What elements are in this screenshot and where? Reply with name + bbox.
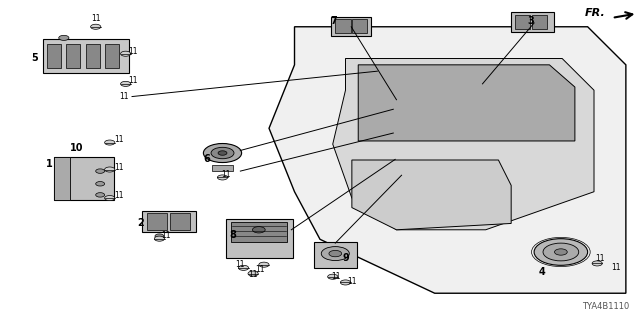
FancyBboxPatch shape [532, 15, 547, 29]
Circle shape [120, 81, 131, 86]
FancyBboxPatch shape [314, 243, 357, 268]
FancyBboxPatch shape [147, 213, 167, 230]
Circle shape [104, 196, 115, 201]
Circle shape [239, 265, 248, 270]
Text: 2: 2 [137, 219, 143, 228]
Circle shape [534, 239, 588, 265]
Circle shape [104, 140, 115, 145]
Circle shape [218, 175, 228, 180]
Text: 11: 11 [129, 76, 138, 85]
FancyBboxPatch shape [170, 213, 190, 230]
Text: 11: 11 [91, 14, 100, 23]
Circle shape [211, 147, 234, 159]
Circle shape [96, 181, 104, 186]
FancyBboxPatch shape [332, 17, 371, 36]
Circle shape [592, 261, 602, 266]
FancyBboxPatch shape [54, 157, 70, 200]
Text: 11: 11 [612, 263, 621, 272]
Circle shape [554, 249, 567, 255]
Circle shape [91, 24, 100, 29]
Polygon shape [333, 59, 594, 230]
FancyBboxPatch shape [43, 39, 129, 73]
FancyBboxPatch shape [515, 15, 531, 29]
Circle shape [154, 236, 164, 241]
FancyBboxPatch shape [212, 165, 233, 171]
FancyBboxPatch shape [352, 19, 367, 33]
Text: 1: 1 [46, 159, 52, 169]
Text: 11: 11 [255, 265, 264, 274]
Text: 11: 11 [347, 277, 356, 286]
Circle shape [96, 193, 104, 197]
FancyBboxPatch shape [67, 44, 81, 68]
Circle shape [218, 151, 227, 155]
Text: 4: 4 [538, 267, 545, 277]
Circle shape [155, 234, 164, 238]
Circle shape [328, 274, 338, 279]
Text: 8: 8 [229, 230, 236, 241]
Text: 11: 11 [115, 164, 124, 172]
Circle shape [543, 243, 579, 261]
FancyBboxPatch shape [54, 157, 114, 200]
Text: 11: 11 [331, 272, 340, 281]
FancyBboxPatch shape [104, 44, 118, 68]
Text: 9: 9 [342, 253, 349, 263]
Circle shape [96, 169, 104, 173]
Text: 3: 3 [527, 16, 534, 26]
Circle shape [248, 271, 258, 276]
Text: 11: 11 [596, 254, 605, 263]
Text: FR.: FR. [585, 8, 605, 19]
Circle shape [321, 247, 349, 260]
Polygon shape [352, 160, 511, 230]
Text: 11: 11 [120, 92, 129, 101]
Text: 11: 11 [221, 170, 230, 179]
FancyBboxPatch shape [86, 44, 100, 68]
Circle shape [104, 167, 115, 172]
Circle shape [120, 51, 131, 56]
Polygon shape [358, 65, 575, 141]
Text: 11: 11 [129, 47, 138, 56]
Circle shape [204, 143, 242, 163]
Circle shape [252, 227, 265, 233]
Text: 11: 11 [115, 191, 124, 200]
Text: 6: 6 [203, 154, 210, 164]
FancyBboxPatch shape [226, 219, 292, 258]
Circle shape [59, 35, 69, 40]
Circle shape [340, 280, 351, 285]
Text: TYA4B1110: TYA4B1110 [582, 302, 629, 311]
Circle shape [329, 251, 342, 257]
Text: 11: 11 [236, 260, 245, 269]
Text: 5: 5 [31, 53, 38, 63]
Text: 11: 11 [161, 231, 170, 240]
FancyBboxPatch shape [141, 211, 196, 232]
Text: 10: 10 [70, 143, 83, 153]
FancyBboxPatch shape [47, 44, 61, 68]
Circle shape [259, 262, 269, 267]
FancyBboxPatch shape [231, 222, 287, 243]
Text: 11: 11 [115, 135, 124, 144]
Text: 11: 11 [248, 270, 258, 279]
FancyBboxPatch shape [511, 12, 554, 32]
Polygon shape [269, 27, 626, 293]
Text: 7: 7 [331, 16, 337, 26]
FancyBboxPatch shape [335, 19, 351, 33]
